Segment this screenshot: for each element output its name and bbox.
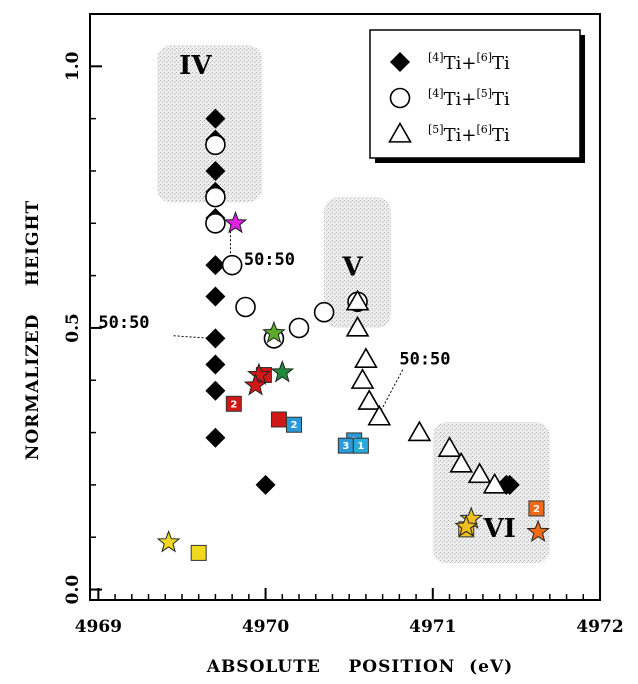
- y-tick-label: 1.0: [63, 51, 83, 81]
- marker-star: [158, 531, 179, 551]
- marker-circle: [206, 188, 225, 207]
- marker-star: [272, 361, 293, 381]
- y-tick-label: 0.5: [63, 313, 83, 343]
- marker-diamond: [205, 355, 225, 375]
- legend-marker-circle: [391, 89, 410, 108]
- region-label-vi: VI: [483, 514, 516, 544]
- x-tick-label: 4970: [242, 617, 289, 637]
- marker-star: [225, 212, 246, 232]
- x-tick-label: 4971: [409, 617, 456, 637]
- y-tick-label: 0.0: [63, 575, 83, 605]
- data-markers: 221312: [158, 109, 548, 561]
- marker-square: [271, 412, 286, 427]
- marker-triangle: [355, 349, 376, 367]
- legend: [4]Ti+[6]Ti[4]Ti+[5]Ti[5]Ti+[6]Ti: [370, 30, 585, 163]
- y-axis-title: NORMALIZED HEIGHT: [23, 200, 43, 460]
- marker-circle: [206, 214, 225, 233]
- marker-square: [191, 545, 206, 560]
- annotation-50-50: 50:50: [244, 250, 295, 270]
- annotation-50-50: 50:50: [98, 313, 149, 333]
- annotations: 50:50 50:50 50:50: [98, 223, 450, 417]
- marker-triangle: [352, 370, 373, 388]
- square-number-label: 2: [533, 504, 540, 515]
- marker-circle: [206, 135, 225, 154]
- marker-circle: [236, 298, 255, 317]
- marker-circle: [315, 303, 334, 322]
- marker-diamond: [205, 428, 225, 448]
- marker-circle: [223, 256, 242, 275]
- square-number-label: 2: [230, 399, 237, 410]
- marker-circle: [290, 318, 309, 337]
- x-tick-label: 4972: [576, 617, 623, 637]
- square-number-label: 2: [291, 420, 298, 431]
- square-number-label: 3: [342, 441, 349, 452]
- region-label-v: V: [341, 253, 363, 283]
- marker-diamond: [205, 381, 225, 401]
- marker-diamond: [205, 287, 225, 307]
- marker-diamond: [256, 475, 276, 495]
- marker-triangle: [359, 391, 380, 409]
- square-number-label: 1: [357, 441, 364, 452]
- x-tick-label: 4969: [75, 617, 122, 637]
- annotation-50-50: 50:50: [399, 350, 450, 370]
- marker-triangle: [409, 422, 430, 440]
- region-label-iv: IV: [179, 51, 212, 81]
- x-axis-title: ABSOLUTE POSITION (eV): [206, 657, 513, 677]
- marker-diamond: [205, 328, 225, 348]
